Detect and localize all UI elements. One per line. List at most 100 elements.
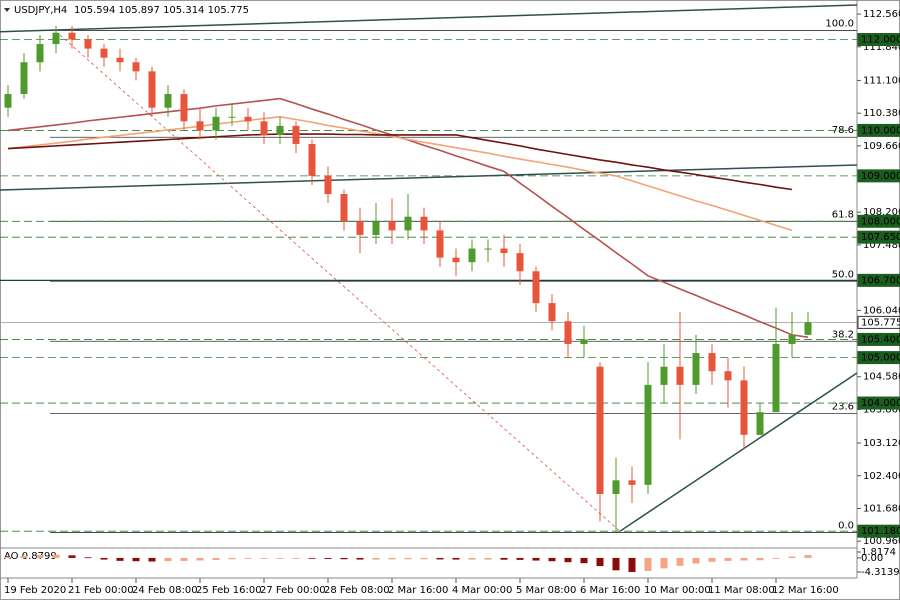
ao-bar bbox=[532, 557, 540, 561]
candle-body bbox=[340, 194, 348, 222]
y-tick-label: 111.840 bbox=[863, 42, 900, 53]
ao-bar bbox=[324, 557, 332, 559]
ao-bar bbox=[756, 557, 764, 561]
ao-bar bbox=[260, 557, 268, 559]
candle-body bbox=[628, 480, 636, 485]
candle-body bbox=[244, 116, 252, 122]
ohlc-text: 105.594 105.897 105.314 105.775 bbox=[74, 5, 249, 16]
ao-bar bbox=[420, 557, 428, 560]
candle-body bbox=[516, 253, 524, 272]
level-label: 112.000 bbox=[861, 35, 900, 46]
candle-body bbox=[788, 334, 796, 344]
ao-bar bbox=[228, 557, 236, 560]
ao-bar bbox=[196, 557, 204, 561]
candle-body bbox=[388, 221, 396, 231]
y-tick-label: 103.860 bbox=[863, 404, 900, 415]
level-label-box bbox=[857, 332, 900, 346]
candle-body bbox=[36, 44, 44, 63]
ao-bar bbox=[628, 557, 636, 572]
ao-bar bbox=[340, 557, 348, 560]
trendline bbox=[59, 34, 621, 532]
level-label-box bbox=[857, 123, 900, 137]
level-label: 110.000 bbox=[861, 125, 900, 136]
candle-body bbox=[132, 62, 140, 72]
level-label-box bbox=[857, 273, 900, 287]
level-label-box bbox=[857, 351, 900, 365]
ao-bar bbox=[148, 557, 156, 562]
level-label: 107.650 bbox=[861, 232, 900, 243]
y-tick-label: 100.960 bbox=[863, 536, 900, 547]
level-label: 106.700 bbox=[861, 275, 900, 286]
ao-label: AO 0.8799 bbox=[4, 551, 57, 562]
candle-body bbox=[436, 230, 444, 258]
ao-bar bbox=[644, 557, 652, 571]
candle-body bbox=[52, 32, 60, 45]
y-tick-label: 102.400 bbox=[863, 471, 900, 482]
ao-bar bbox=[468, 557, 476, 560]
ao-bar bbox=[484, 557, 492, 560]
trendline bbox=[619, 372, 858, 532]
candle-body bbox=[372, 221, 380, 235]
menu-arrow bbox=[4, 8, 10, 12]
x-tick-label: 24 Feb 08:00 bbox=[132, 585, 198, 596]
ao-bar bbox=[772, 557, 780, 559]
level-label-box bbox=[857, 315, 900, 329]
y-tick-label: 109.660 bbox=[863, 141, 900, 152]
ao-bar bbox=[212, 557, 220, 560]
trendline bbox=[0, 4, 857, 33]
candle-body bbox=[308, 144, 316, 176]
ao-bar bbox=[4, 556, 12, 558]
candle-body bbox=[116, 57, 124, 63]
ao-bar bbox=[372, 557, 380, 560]
candle-body bbox=[676, 366, 684, 385]
level-label: 101.180 bbox=[861, 526, 900, 537]
trendline bbox=[0, 164, 857, 191]
candle-body bbox=[228, 116, 236, 118]
y-tick-label: 112.560 bbox=[863, 9, 900, 20]
ao-bar bbox=[100, 557, 108, 560]
fib-label: 50.0 bbox=[832, 269, 854, 280]
candle-body bbox=[20, 62, 28, 95]
ao-bar bbox=[244, 557, 252, 559]
ao-bar bbox=[116, 557, 124, 561]
x-tick-label: 5 Mar 08:00 bbox=[516, 585, 576, 596]
ao-bar bbox=[36, 555, 44, 558]
level-label: 108.000 bbox=[861, 216, 900, 227]
level-label-box bbox=[857, 230, 900, 244]
ao-bar bbox=[596, 557, 604, 567]
x-tick-label: 10 Mar 00:00 bbox=[644, 585, 711, 596]
ao-bar bbox=[180, 557, 188, 561]
ao-bar bbox=[356, 557, 364, 560]
level-label-box bbox=[857, 396, 900, 410]
ao-bar bbox=[724, 557, 732, 561]
ao-bar bbox=[580, 557, 588, 564]
fib-label: 38.2 bbox=[832, 329, 854, 340]
candle-body bbox=[468, 248, 476, 263]
y-tick-label: 108.200 bbox=[863, 207, 900, 218]
ao-bar bbox=[500, 557, 508, 560]
fib-label: 61.8 bbox=[832, 209, 854, 220]
ao-bar bbox=[788, 556, 796, 558]
fib-label: 100.0 bbox=[825, 18, 854, 29]
x-tick-label: 2 Mar 16:00 bbox=[388, 585, 448, 596]
ao-bar bbox=[516, 557, 524, 560]
candle-body bbox=[596, 366, 604, 494]
ao-bar bbox=[292, 557, 300, 559]
y-tick-label: 103.120 bbox=[863, 438, 900, 449]
fib-label: 23.6 bbox=[832, 401, 854, 412]
y-tick-label: 110.380 bbox=[863, 108, 900, 119]
candle-body bbox=[484, 248, 492, 250]
candle-body bbox=[756, 412, 764, 435]
candle-body bbox=[420, 216, 428, 231]
chart-title: USDJPY,H4 bbox=[14, 5, 67, 16]
ao-bar bbox=[612, 557, 620, 571]
level-label: 104.000 bbox=[861, 398, 900, 409]
x-tick-label: 28 Feb 08:00 bbox=[324, 585, 390, 596]
level-label: 105.775 bbox=[861, 317, 900, 328]
y-tick-label: 104.580 bbox=[863, 372, 900, 383]
ao-bar bbox=[660, 557, 668, 569]
level-label-box bbox=[857, 169, 900, 183]
candle-body bbox=[580, 339, 588, 344]
